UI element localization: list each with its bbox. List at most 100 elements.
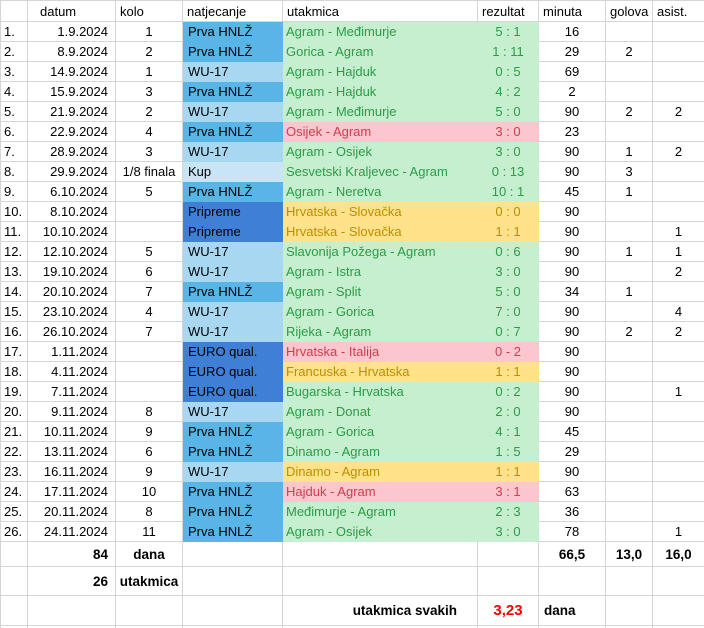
cell-minuta[interactable]: 90: [538, 201, 606, 222]
cell-golova[interactable]: [605, 361, 653, 382]
cell-num[interactable]: 26.: [0, 521, 28, 542]
cell-num[interactable]: 5.: [0, 101, 28, 122]
cell-asist[interactable]: [652, 201, 704, 222]
cell-natjecanje[interactable]: Prva HNLŽ: [182, 521, 283, 542]
cell-num[interactable]: 6.: [0, 121, 28, 142]
cell-golova[interactable]: [605, 421, 653, 442]
cell-rezultat[interactable]: 0 : 6: [477, 241, 539, 262]
cell-datum[interactable]: 7.11.2024: [27, 381, 116, 402]
cell-datum[interactable]: 22.9.2024: [27, 121, 116, 142]
cell-kolo[interactable]: 5: [115, 181, 183, 202]
cell-empty[interactable]: [538, 566, 606, 596]
cell-empty[interactable]: [182, 566, 283, 596]
cell-asist[interactable]: 1: [652, 221, 704, 242]
cell-datum[interactable]: 1.9.2024: [27, 21, 116, 42]
cell-rezultat[interactable]: 0 : 0: [477, 201, 539, 222]
cell-kolo[interactable]: 2: [115, 101, 183, 122]
cell-kolo[interactable]: 8: [115, 401, 183, 422]
cell-num[interactable]: 17.: [0, 341, 28, 362]
cell-kolo[interactable]: 4: [115, 301, 183, 322]
cell-utakmica[interactable]: Gorica - Agram: [282, 41, 478, 62]
cell-golova[interactable]: 2: [605, 41, 653, 62]
cell-datum[interactable]: 9.11.2024: [27, 401, 116, 422]
cell-minuta[interactable]: 23: [538, 121, 606, 142]
cell-natjecanje[interactable]: Prva HNLŽ: [182, 181, 283, 202]
cell-num[interactable]: 10.: [0, 201, 28, 222]
cell-rezultat[interactable]: 3 : 0: [477, 261, 539, 282]
cell-rezultat[interactable]: 0 : 13: [477, 161, 539, 182]
cell-num[interactable]: 14.: [0, 281, 28, 302]
cell-natjecanje[interactable]: Prva HNLŽ: [182, 21, 283, 42]
summary-assists-total[interactable]: 16,0: [652, 541, 704, 567]
cell-utakmica[interactable]: Osijek - Agram: [282, 121, 478, 142]
cell-num[interactable]: 22.: [0, 441, 28, 462]
cell-datum[interactable]: 4.11.2024: [27, 361, 116, 382]
cell-rezultat[interactable]: 0 : 2: [477, 381, 539, 402]
cell-asist[interactable]: [652, 81, 704, 102]
cell-utakmica[interactable]: Agram - Međimurje: [282, 101, 478, 122]
cell-natjecanje[interactable]: WU-17: [182, 61, 283, 82]
summary-matches-label[interactable]: utakmica: [115, 566, 183, 596]
summary-minutes-average[interactable]: 66,5: [538, 541, 606, 567]
cell-natjecanje[interactable]: Prva HNLŽ: [182, 281, 283, 302]
cell-empty[interactable]: [652, 595, 704, 626]
cell-empty[interactable]: [282, 541, 478, 567]
cell-asist[interactable]: 2: [652, 101, 704, 122]
cell-empty[interactable]: [0, 566, 28, 596]
cell-num[interactable]: 23.: [0, 461, 28, 482]
cell-datum[interactable]: 12.10.2024: [27, 241, 116, 262]
cell-rezultat[interactable]: 2 : 3: [477, 501, 539, 522]
cell-golova[interactable]: [605, 521, 653, 542]
column-header-golova[interactable]: golova: [605, 0, 653, 22]
cell-asist[interactable]: [652, 461, 704, 482]
cell-natjecanje[interactable]: Prva HNLŽ: [182, 481, 283, 502]
cell-golova[interactable]: 3: [605, 161, 653, 182]
cell-golova[interactable]: [605, 401, 653, 422]
cell-kolo[interactable]: 7: [115, 321, 183, 342]
cell-golova[interactable]: [605, 201, 653, 222]
cell-minuta[interactable]: 90: [538, 361, 606, 382]
cell-utakmica[interactable]: Agram - Osijek: [282, 521, 478, 542]
cell-utakmica[interactable]: Hrvatska - Slovačka: [282, 201, 478, 222]
cell-datum[interactable]: 17.11.2024: [27, 481, 116, 502]
cell-datum[interactable]: 24.11.2024: [27, 521, 116, 542]
cell-rezultat[interactable]: 5 : 1: [477, 21, 539, 42]
cell-asist[interactable]: 1: [652, 521, 704, 542]
cell-golova[interactable]: 1: [605, 241, 653, 262]
cell-datum[interactable]: 8.10.2024: [27, 201, 116, 222]
column-header-kolo[interactable]: kolo: [115, 0, 183, 22]
cell-natjecanje[interactable]: WU-17: [182, 301, 283, 322]
cell-minuta[interactable]: 90: [538, 301, 606, 322]
cell-datum[interactable]: 28.9.2024: [27, 141, 116, 162]
cell-kolo[interactable]: 1: [115, 21, 183, 42]
cell-utakmica[interactable]: Agram - Gorica: [282, 421, 478, 442]
summary-frequency-value[interactable]: 3,23: [477, 595, 539, 626]
cell-minuta[interactable]: 16: [538, 21, 606, 42]
cell-empty[interactable]: [605, 595, 653, 626]
cell-datum[interactable]: 21.9.2024: [27, 101, 116, 122]
cell-natjecanje[interactable]: WU-17: [182, 321, 283, 342]
cell-kolo[interactable]: [115, 361, 183, 382]
cell-natjecanje[interactable]: WU-17: [182, 261, 283, 282]
column-header-utakmica[interactable]: utakmica: [282, 0, 478, 22]
column-header-rezultat[interactable]: rezultat: [477, 0, 539, 22]
cell-golova[interactable]: [605, 441, 653, 462]
cell-num[interactable]: 8.: [0, 161, 28, 182]
cell-num[interactable]: 19.: [0, 381, 28, 402]
cell-golova[interactable]: 1: [605, 281, 653, 302]
cell-num[interactable]: 4.: [0, 81, 28, 102]
cell-asist[interactable]: 2: [652, 261, 704, 282]
cell-kolo[interactable]: 9: [115, 421, 183, 442]
cell-minuta[interactable]: 90: [538, 321, 606, 342]
cell-kolo[interactable]: 8: [115, 501, 183, 522]
cell-minuta[interactable]: 90: [538, 241, 606, 262]
cell-minuta[interactable]: 90: [538, 401, 606, 422]
cell-asist[interactable]: [652, 341, 704, 362]
cell-asist[interactable]: [652, 41, 704, 62]
cell-natjecanje[interactable]: Pripreme: [182, 221, 283, 242]
cell-minuta[interactable]: 90: [538, 461, 606, 482]
cell-kolo[interactable]: 10: [115, 481, 183, 502]
cell-utakmica[interactable]: Agram - Neretva: [282, 181, 478, 202]
summary-days-label[interactable]: dana: [115, 541, 183, 567]
cell-natjecanje[interactable]: EURO qual.: [182, 381, 283, 402]
